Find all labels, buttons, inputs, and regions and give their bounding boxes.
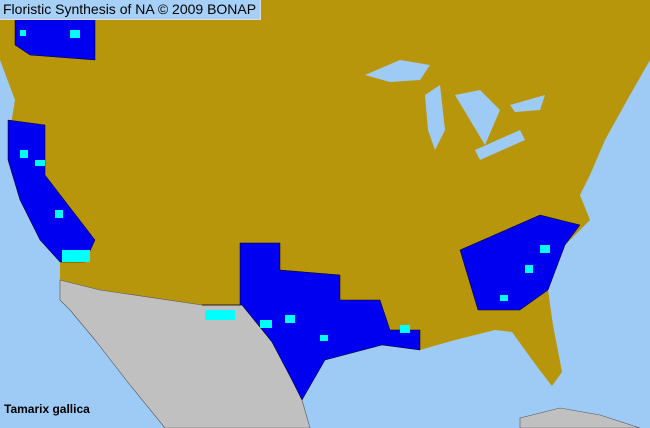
great-lakes xyxy=(365,60,545,160)
present-states xyxy=(7,17,581,401)
oklahoma-texas xyxy=(202,242,421,401)
georgia-carolinas xyxy=(459,214,581,311)
present-counties xyxy=(20,30,550,341)
cuba xyxy=(519,407,641,428)
species-name: Tamarix gallica xyxy=(4,402,90,416)
map-title: Floristic Synthesis of NA © 2009 BONAP xyxy=(0,0,262,20)
